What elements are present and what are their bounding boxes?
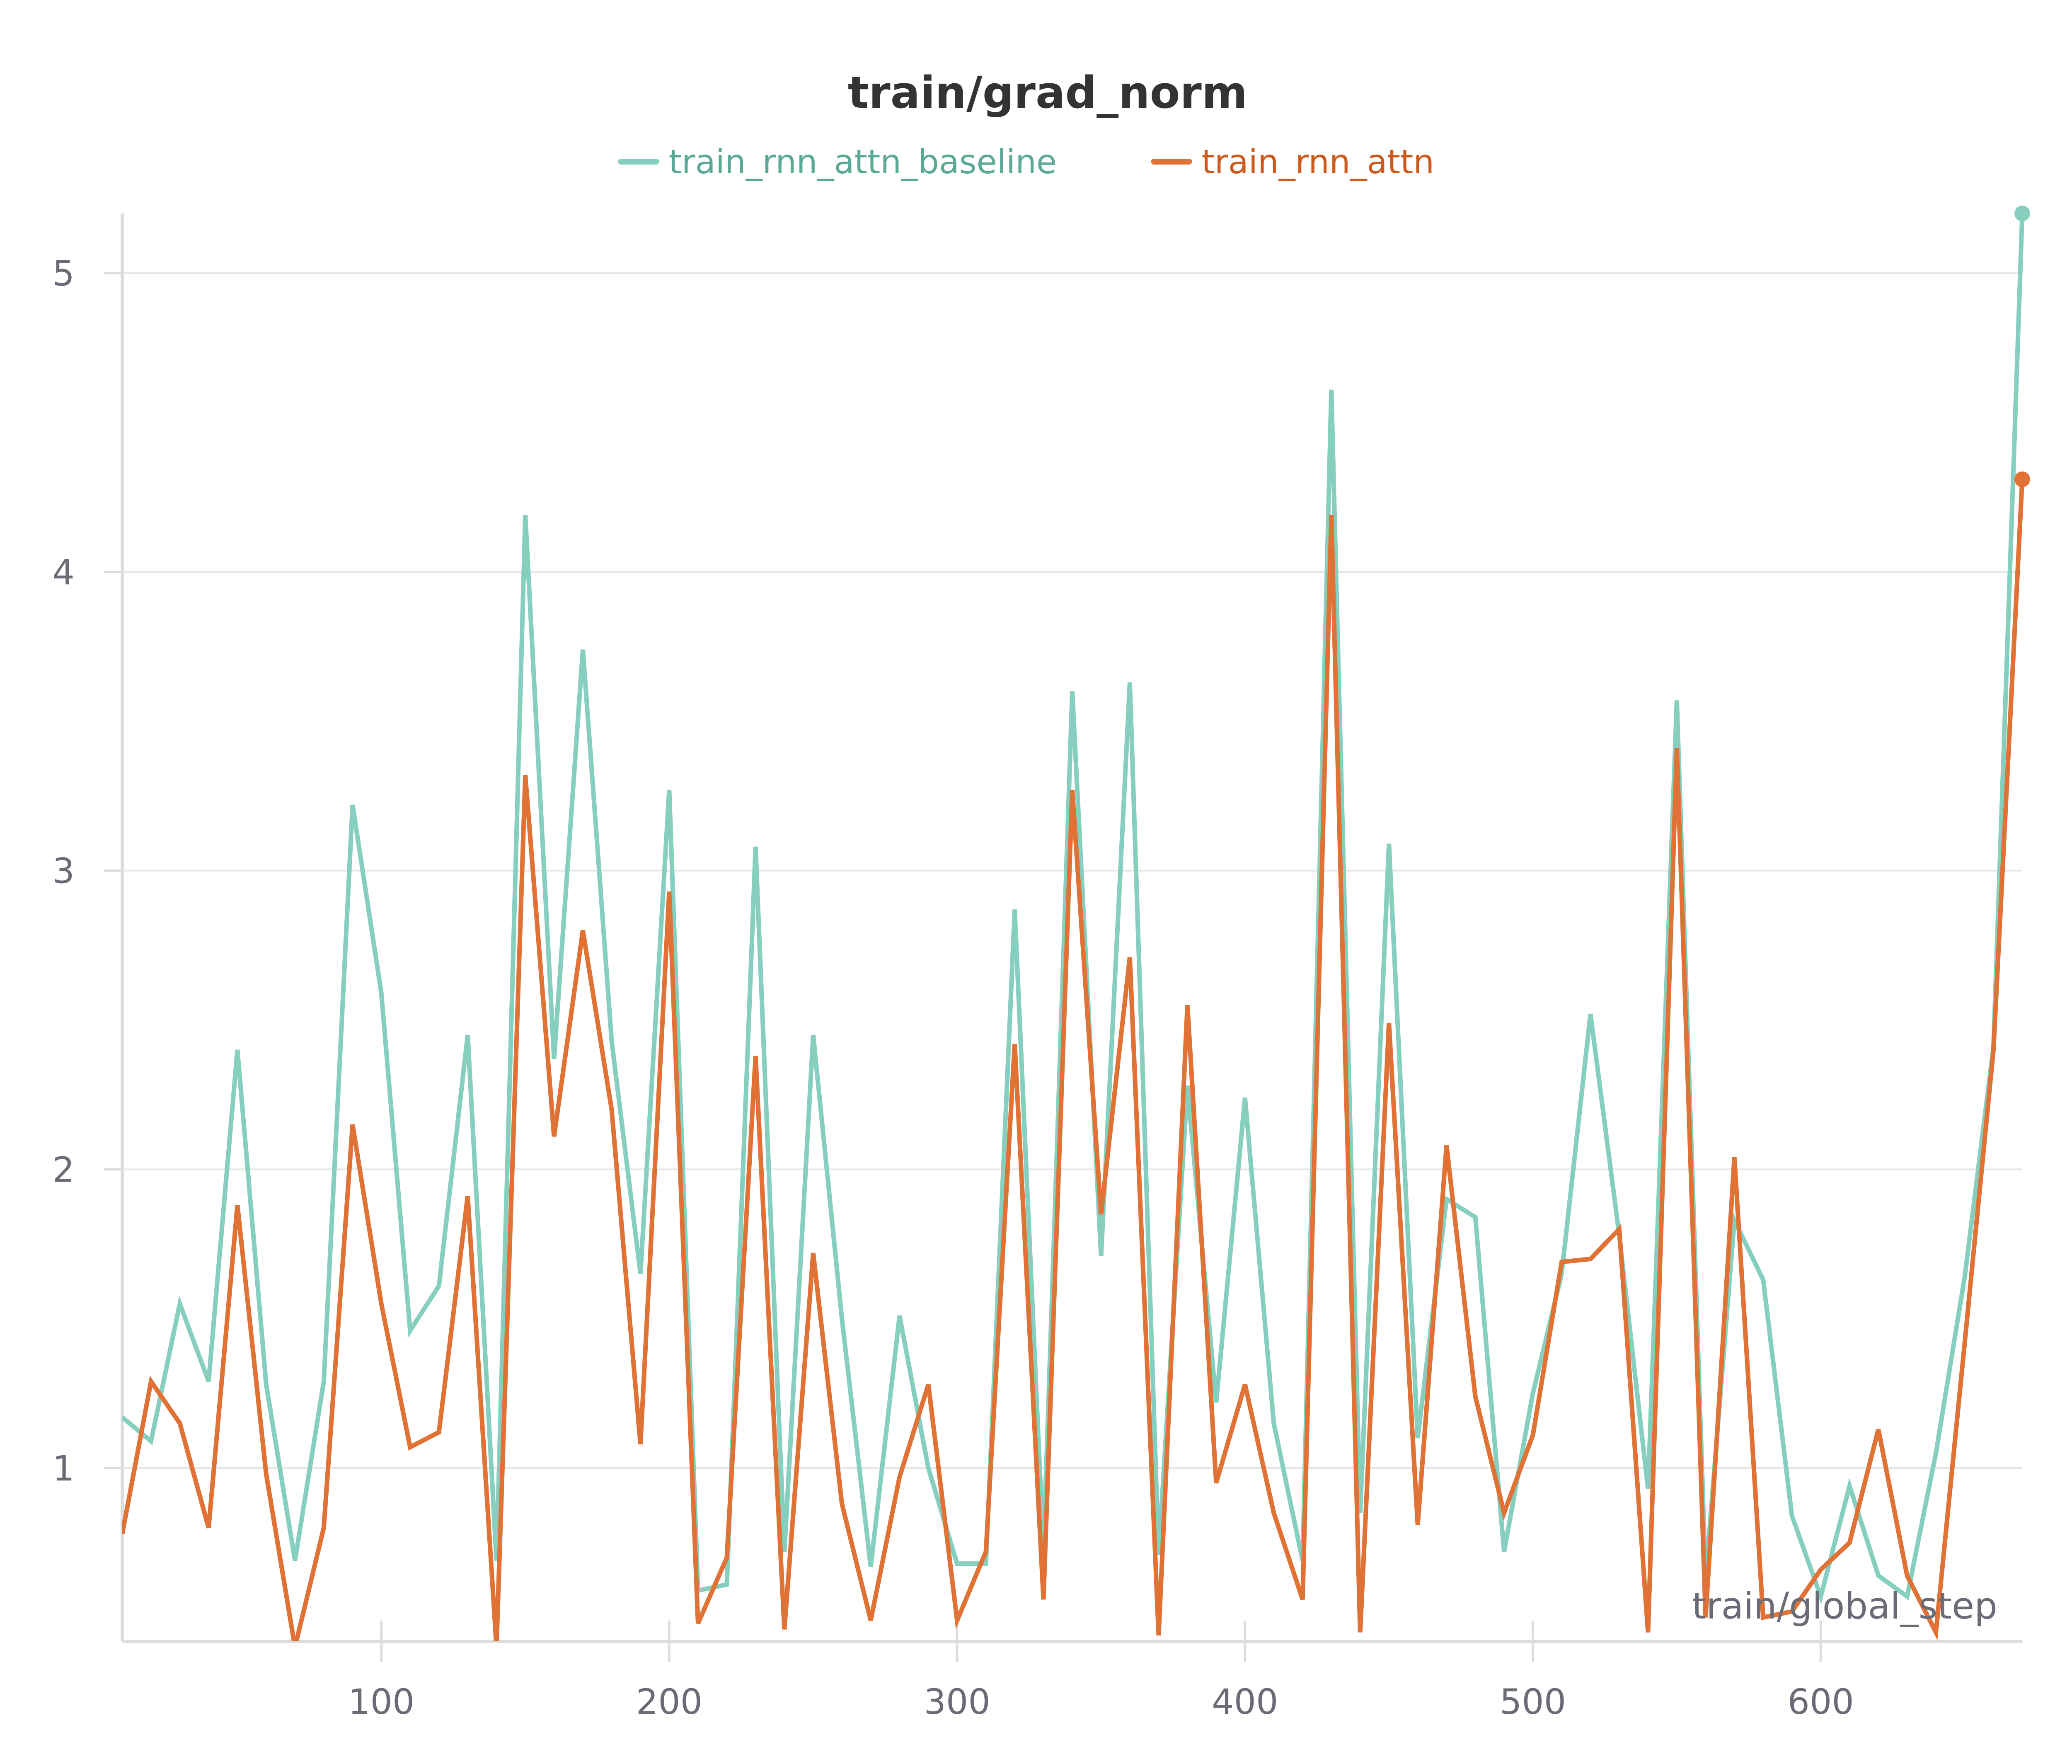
x-ticks: 100 200 300 400 500 600	[348, 1621, 1854, 1722]
legend-item-train_rnn_attn[interactable]: train_rnn_attn	[1151, 143, 1435, 181]
legend-item-train_rnn_attn_baseline[interactable]: train_rnn_attn_baseline	[618, 143, 1057, 181]
legend-label-train_rnn_attn_baseline: train_rnn_attn_baseline	[669, 143, 1057, 181]
series-layer	[122, 206, 2030, 1641]
legend-label-train_rnn_attn: train_rnn_attn	[1202, 143, 1435, 181]
y-tick-label-5: 5	[53, 253, 75, 294]
series-line-train_rnn_attn	[122, 479, 2025, 1641]
y-tick-label-2: 2	[53, 1149, 75, 1190]
gridlines	[122, 272, 2022, 1469]
x-tick-label-400: 400	[1212, 1682, 1278, 1722]
x-tick-label-200: 200	[636, 1682, 702, 1722]
axes	[121, 213, 2022, 1643]
chart-title: train/grad_norm	[848, 67, 1248, 118]
series-line-train_rnn_attn_baseline	[122, 213, 2025, 1604]
x-axis-title: train/global_step	[1692, 1585, 1997, 1627]
y-tick-label-4: 4	[53, 552, 75, 593]
series-endpoint-train_rnn_attn_baseline	[2014, 206, 2030, 221]
y-tick-label-3: 3	[53, 851, 75, 892]
x-tick-label-100: 100	[348, 1682, 414, 1722]
y-tick-label-1: 1	[53, 1448, 75, 1489]
x-tick-label-500: 500	[1500, 1682, 1566, 1722]
series-endpoint-train_rnn_attn	[2014, 471, 2030, 487]
x-tick-label-600: 600	[1788, 1682, 1854, 1722]
legend[interactable]: train_rnn_attn_baseline train_rnn_attn	[618, 143, 1435, 181]
x-tick-label-300: 300	[924, 1682, 990, 1722]
y-ticks: 1 2 3 4 5	[53, 253, 122, 1489]
